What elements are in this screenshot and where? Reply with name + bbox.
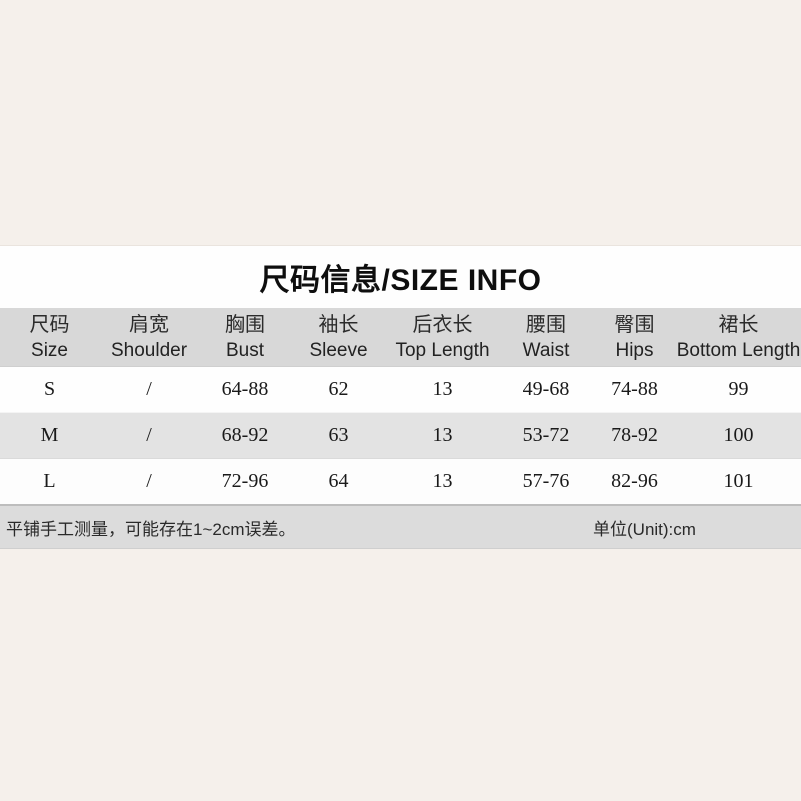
size-info-panel: 尺码信息/SIZE INFO 尺码 Size 肩宽 Shoulder 胸围 Bu… [0,245,801,549]
cell-bottom-length: 101 [676,458,801,504]
cell-sleeve: 64 [291,458,386,504]
cell-bottom-length: 99 [676,366,801,413]
column-header-zh: 腰围 [526,313,566,336]
table-row-size-m: M / 68-92 63 13 53-72 78-92 100 [0,412,801,459]
cell-shoulder: / [99,412,199,459]
table-row-size-l: L / 72-96 64 13 57-76 82-96 101 [0,458,801,504]
cell-bust: 64-88 [199,366,291,413]
column-header-zh: 肩宽 [129,313,169,336]
cell-shoulder: / [99,366,199,413]
cell-shoulder: / [99,458,199,504]
column-header-zh: 后衣长 [412,313,473,336]
footer-note-bar: 平铺手工测量，可能存在1~2cm误差。 单位(Unit):cm [0,504,801,549]
table-row-size-s: S / 64-88 62 13 49-68 74-88 99 [0,366,801,413]
cell-hips: 78-92 [593,412,676,459]
size-table-header: 尺码 Size 肩宽 Shoulder 胸围 Bust 袖长 Sleeve 后衣… [0,308,801,367]
column-header-en: Bottom Length [676,339,801,361]
cell-bottom-length: 100 [676,412,801,459]
cell-sleeve: 62 [291,366,386,413]
cell-top-length: 13 [386,412,499,459]
column-header-en: Bust [225,339,265,361]
column-header-en: Size [31,339,68,361]
cell-size: M [0,412,99,459]
column-header-bottom-length: 裙长 Bottom Length [676,308,801,367]
column-header-zh: 胸围 [225,313,265,336]
cell-size: S [0,366,99,413]
unit-label: 单位(Unit):cm [593,519,696,539]
size-table: 尺码 Size 肩宽 Shoulder 胸围 Bust 袖长 Sleeve 后衣… [0,308,801,504]
cell-sleeve: 63 [291,412,386,459]
size-table-body: S / 64-88 62 13 49-68 74-88 99 M / 68-92… [0,366,801,504]
column-header-size: 尺码 Size [0,308,99,367]
column-header-en: Top Length [395,339,490,361]
column-header-sleeve: 袖长 Sleeve [291,308,386,367]
cell-waist: 57-76 [499,458,593,504]
column-header-zh: 袖长 [318,313,359,336]
header-row: 尺码 Size 肩宽 Shoulder 胸围 Bust 袖长 Sleeve 后衣… [0,308,801,367]
cell-size: L [0,458,99,504]
cell-hips: 74-88 [593,366,676,413]
cell-bust: 72-96 [199,458,291,504]
title-band: 尺码信息/SIZE INFO [0,245,801,308]
column-header-en: Hips [615,339,654,361]
cell-bust: 68-92 [199,412,291,459]
measurement-note: 平铺手工测量，可能存在1~2cm误差。 [6,519,296,539]
cell-top-length: 13 [386,458,499,504]
column-header-en: Waist [522,339,570,361]
page-title: 尺码信息/SIZE INFO [259,264,542,297]
cell-hips: 82-96 [593,458,676,504]
column-header-bust: 胸围 Bust [199,308,291,367]
column-header-zh: 尺码 [29,313,70,336]
column-header-top-length: 后衣长 Top Length [386,308,499,367]
cell-top-length: 13 [386,366,499,413]
column-header-zh: 臀围 [614,313,655,336]
column-header-en: Shoulder [110,339,188,361]
column-header-zh: 裙长 [718,313,759,336]
column-header-hips: 臀围 Hips [593,308,676,367]
column-header-en: Sleeve [309,339,368,361]
column-header-waist: 腰围 Waist [499,308,593,367]
cell-waist: 53-72 [499,412,593,459]
cell-waist: 49-68 [499,366,593,413]
column-header-shoulder: 肩宽 Shoulder [99,308,199,367]
